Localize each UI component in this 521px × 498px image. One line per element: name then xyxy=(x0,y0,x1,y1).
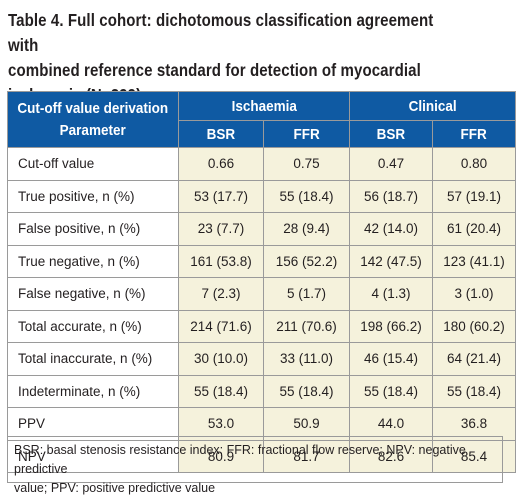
table-cell: 211 (70.6) xyxy=(262,309,351,343)
table-cell: 55 (18.4) xyxy=(262,179,351,213)
table-row: PPV 53.0 50.9 44.0 36.8 xyxy=(7,407,517,441)
table-cell: 80.9 xyxy=(178,439,264,473)
row-label: False positive, n (%) xyxy=(7,212,179,246)
row-label: True negative, n (%) xyxy=(7,244,179,278)
table-cell: 180 (60.2) xyxy=(432,309,517,343)
table-row: Total inaccurate, n (%) 30 (10.0) 33 (11… xyxy=(7,342,517,376)
table-cell: 44.0 xyxy=(349,407,434,441)
header-group-clinical: Clinical xyxy=(349,91,517,121)
header-parameter-line-2: Parameter xyxy=(59,121,127,139)
row-label: Indeterminate, n (%) xyxy=(7,374,179,408)
row-label: NPV xyxy=(7,439,179,473)
results-table: Cut-off value derivation Parameter Ischa… xyxy=(7,91,517,473)
header-sub-bsr: BSR xyxy=(349,120,434,148)
header-sub-ffr: FFR xyxy=(432,120,517,148)
table-cell: 28 (9.4) xyxy=(262,212,351,246)
table-cell: 0.80 xyxy=(432,147,517,181)
row-label: Cut-off value xyxy=(7,147,179,181)
table-cell: 55 (18.4) xyxy=(262,374,351,408)
caption-line-1: Table 4. Full cohort: dichotomous classi… xyxy=(8,10,434,55)
footnote-line-2: value; PPV: positive predictive value xyxy=(14,481,216,495)
table-cell: 64 (21.4) xyxy=(432,342,517,376)
table-footnote: BSR: basal stenosis resistance index; FF… xyxy=(7,436,503,495)
row-label: PPV xyxy=(7,407,179,441)
header-sub-ffr: FFR xyxy=(262,120,351,148)
table-cell: 61 (20.4) xyxy=(432,212,517,246)
footnote-line-1: BSR: basal stenosis resistance index; FF… xyxy=(14,443,466,476)
table-cell: 0.75 xyxy=(262,147,351,181)
table-row: True positive, n (%) 53 (17.7) 55 (18.4)… xyxy=(7,179,517,213)
table-cell: 42 (14.0) xyxy=(349,212,434,246)
row-label: False negative, n (%) xyxy=(7,277,179,311)
table-cell: 33 (11.0) xyxy=(262,342,351,376)
header-parameter: Cut-off value derivation Parameter xyxy=(7,91,179,148)
table-cell: 55 (18.4) xyxy=(178,374,264,408)
table-cell: 3 (1.0) xyxy=(432,277,517,311)
table-cell: 53.0 xyxy=(178,407,264,441)
table-row: True negative, n (%) 161 (53.8) 156 (52.… xyxy=(7,244,517,278)
table-cell: 30 (10.0) xyxy=(178,342,264,376)
table-cell: 81.7 xyxy=(262,439,351,473)
table-cell: 50.9 xyxy=(262,407,351,441)
table-cell: 57 (19.1) xyxy=(432,179,517,213)
caption-line-2: combined reference standard for detectio… xyxy=(8,60,421,80)
table-cell: 82.6 xyxy=(349,439,434,473)
table-row: False positive, n (%) 23 (7.7) 28 (9.4) … xyxy=(7,212,517,246)
table-cell: 156 (52.2) xyxy=(262,244,351,278)
table-cell: 161 (53.8) xyxy=(178,244,264,278)
table-row: False negative, n (%) 7 (2.3) 5 (1.7) 4 … xyxy=(7,277,517,311)
table-row: Indeterminate, n (%) 55 (18.4) 55 (18.4)… xyxy=(7,374,517,408)
table-cell: 53 (17.7) xyxy=(178,179,264,213)
table-cell: 55 (18.4) xyxy=(432,374,517,408)
table-cell: 0.66 xyxy=(178,147,264,181)
header-sub-bsr: BSR xyxy=(178,120,264,148)
row-label: True positive, n (%) xyxy=(7,179,179,213)
header-group-ischaemia: Ischaemia xyxy=(177,91,351,121)
table-cell: 4 (1.3) xyxy=(349,277,434,311)
table-cell: 198 (66.2) xyxy=(349,309,434,343)
table-cell: 36.8 xyxy=(432,407,517,441)
table-row: Cut-off value 0.66 0.75 0.47 0.80 xyxy=(7,147,517,181)
table-cell: 55 (18.4) xyxy=(349,374,434,408)
table-cell: 23 (7.7) xyxy=(178,212,264,246)
table-cell: 214 (71.6) xyxy=(178,309,264,343)
table-cell: 123 (41.1) xyxy=(432,244,517,278)
table-row: Total accurate, n (%) 214 (71.6) 211 (70… xyxy=(7,309,517,343)
table-cell: 7 (2.3) xyxy=(178,277,264,311)
row-label: Total inaccurate, n (%) xyxy=(7,342,179,376)
table-cell: 56 (18.7) xyxy=(349,179,434,213)
header-parameter-line-1: Cut-off value derivation xyxy=(17,99,169,117)
table-cell: 142 (47.5) xyxy=(349,244,434,278)
row-label: Total accurate, n (%) xyxy=(7,309,179,343)
table-cell: 0.47 xyxy=(349,147,434,181)
table-cell: 46 (15.4) xyxy=(349,342,434,376)
table-cell: 5 (1.7) xyxy=(262,277,351,311)
